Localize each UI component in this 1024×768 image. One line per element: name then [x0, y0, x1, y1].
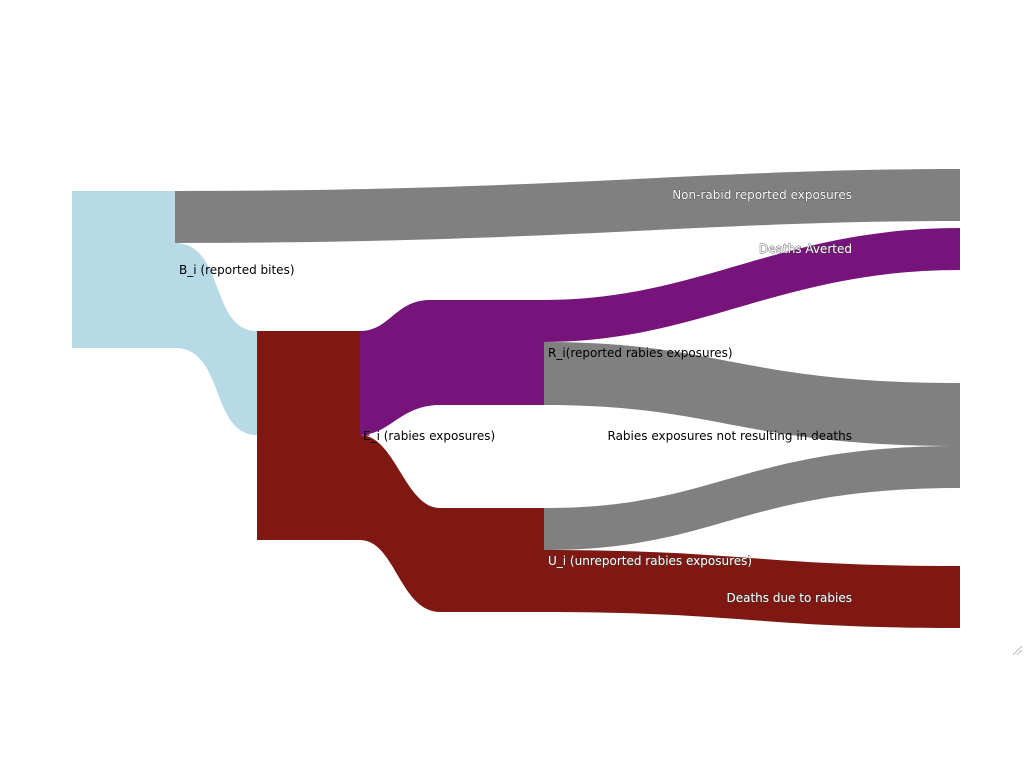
flow-reported-to-deaths-averted [544, 228, 960, 342]
flow-unreported-to-not-resulting [544, 446, 960, 550]
flow-exposures-to-reported [360, 300, 544, 435]
flow-bites-to-non-rabid [175, 169, 960, 243]
label-deaths-averted: Deaths Averted [759, 242, 852, 256]
resize-grip-icon[interactable] [1012, 645, 1023, 656]
label-unreported: U_i (unreported rabies exposures) [548, 554, 752, 568]
label-deaths-due: Deaths due to rabies [726, 591, 852, 605]
flow-unreported-to-deaths-due [544, 550, 960, 628]
flow-exposures-to-unreported [360, 435, 544, 612]
flow-reported-to-not-resulting [544, 342, 960, 446]
flow-bites-to-exposures [175, 243, 257, 435]
label-exposures: E_i (rabies exposures) [363, 429, 495, 443]
node-exposures [257, 331, 360, 540]
label-reported: R_i(reported rabies exposures) [548, 346, 733, 360]
node-bites [72, 191, 175, 348]
label-bites: B_i (reported bites) [179, 263, 295, 277]
label-not-resulting: Rabies exposures not resulting in deaths [608, 429, 853, 443]
label-non-rabid: Non-rabid reported exposures [672, 188, 852, 202]
